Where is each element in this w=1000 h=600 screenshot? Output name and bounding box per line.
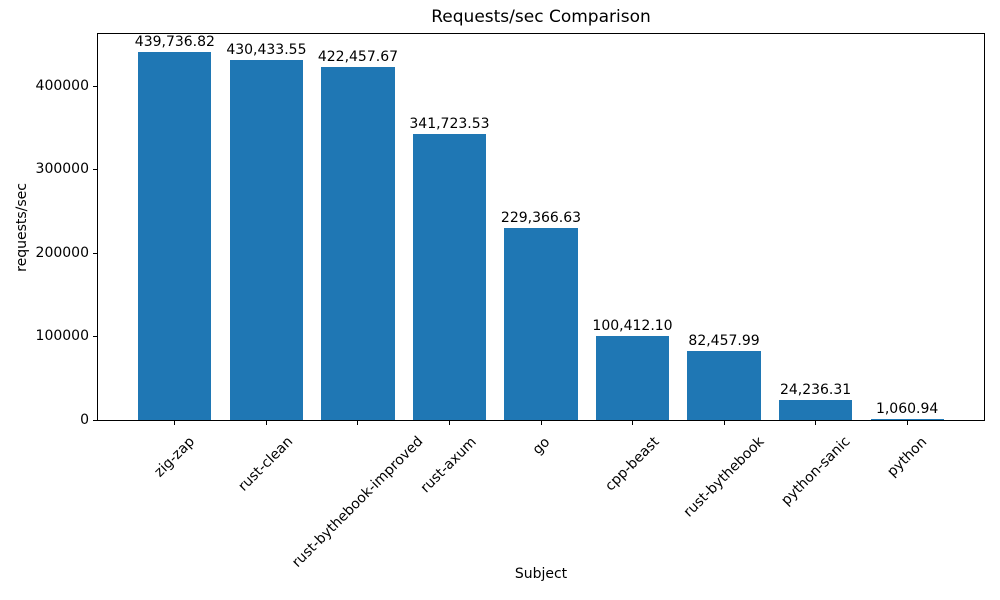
bar-value-label: 341,723.53 <box>409 116 490 133</box>
y-tick-label: 200000 <box>35 244 89 261</box>
bar-python-sanic <box>778 399 853 420</box>
y-tick-label: 300000 <box>35 161 89 178</box>
bar-value-label: 24,236.31 <box>779 381 852 398</box>
x-tick-mark <box>448 421 450 425</box>
x-tick-label: python <box>883 433 930 480</box>
bar-value-label: 430,433.55 <box>226 42 307 59</box>
bar-zig-zap <box>138 52 212 420</box>
plot-area: 439,736.82 430,433.55 422,457.67 341,723.53… <box>97 33 985 421</box>
y-tick-mark <box>93 420 97 421</box>
bar-value-label: 82,457.99 <box>688 332 760 349</box>
bar-rust-clean <box>229 60 304 420</box>
x-tick-label: rust-axum <box>418 434 481 497</box>
x-tick-label: rust-bythebook-improved <box>289 433 427 572</box>
x-tick-label: go <box>529 433 553 458</box>
x-tick-label: python-sanic <box>777 433 854 510</box>
x-tick-mark <box>723 421 725 425</box>
bar-value-label: 229,366.63 <box>500 210 582 227</box>
y-tick-mark <box>93 336 97 338</box>
bar-go <box>504 228 578 420</box>
x-tick-mark <box>357 421 359 425</box>
bar-python <box>870 419 944 420</box>
y-tick-mark <box>93 85 97 87</box>
x-tick-label: zig-zap <box>151 433 198 481</box>
bar-cpp-beast <box>595 336 670 420</box>
y-tick-label: 100000 <box>35 328 89 345</box>
bar-rust-bythebook-improved <box>321 66 395 420</box>
bar-value-label: 439,736.82 <box>134 34 215 51</box>
chart-title: Requests/sec Comparison <box>431 7 651 27</box>
y-tick-mark <box>93 252 97 254</box>
x-tick-mark <box>265 421 267 425</box>
y-tick-label: 0 <box>80 412 89 428</box>
x-tick-mark <box>906 421 908 425</box>
bar-rust-axum <box>412 134 487 420</box>
bar-rust-bythebook <box>687 351 761 420</box>
y-tick-mark <box>93 169 97 171</box>
x-tick-label: rust-clean <box>235 433 297 495</box>
y-tick-label: 400000 <box>35 77 89 94</box>
x-tick-mark <box>540 421 542 425</box>
bar-value-label: 1,060.94 <box>875 401 939 418</box>
x-tick-label: rust-bythebook <box>680 434 768 521</box>
x-tick-label: cpp-beast <box>602 433 663 495</box>
x-tick-mark <box>815 421 817 425</box>
bar-value-label: 422,457.67 <box>317 48 399 65</box>
x-axis-label: Subject <box>514 566 568 582</box>
x-tick-mark <box>632 421 634 425</box>
bar-value-label: 100,412.10 <box>592 317 673 334</box>
x-tick-mark <box>174 421 176 425</box>
